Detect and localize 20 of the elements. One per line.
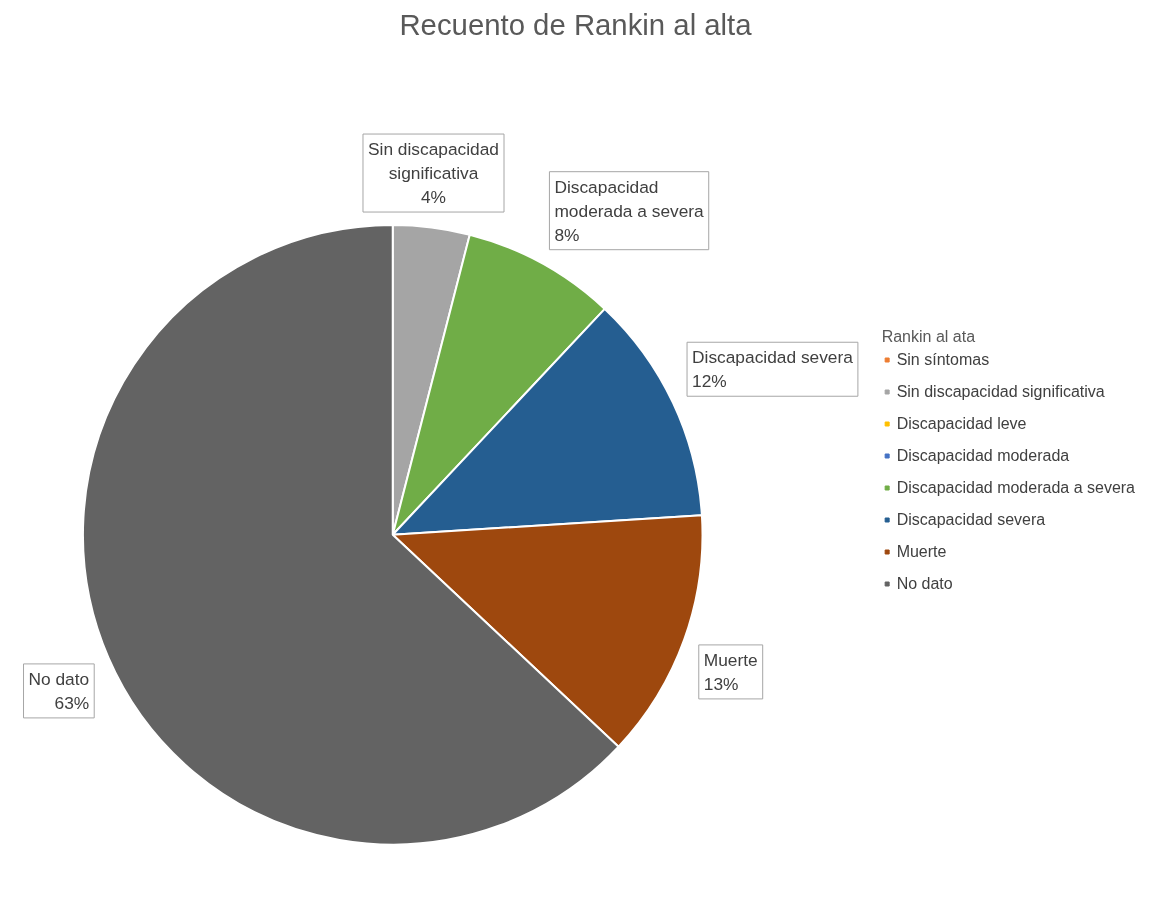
- legend-label: Discapacidad moderada a severa: [896, 478, 1135, 497]
- slice-label: Discapacidad severa: [692, 347, 854, 368]
- legend-label: Discapacidad leve: [896, 414, 1027, 433]
- slice-label: Sin discapacidad significativa: [367, 139, 500, 184]
- data-label: 12%: [692, 371, 727, 392]
- slice-label: Muerte: [703, 649, 758, 670]
- chart-title: Recuento de Rankin al alta: [399, 7, 753, 41]
- data-label: 63%: [54, 692, 90, 713]
- slice-label: No dato: [28, 668, 90, 689]
- slice-label: Discapacidad moderada a severa: [554, 176, 705, 221]
- legend-label: Discapacidad severa: [896, 510, 1046, 529]
- legend-label: Sin discapacidad significativa: [896, 382, 1105, 401]
- data-label: 4%: [420, 187, 447, 208]
- legend-label: No dato: [896, 574, 953, 593]
- data-label: 13%: [703, 673, 739, 694]
- legend-label: Muerte: [896, 542, 947, 561]
- legend-label: Sin síntomas: [896, 350, 990, 369]
- legend-label: Discapacidad moderada: [896, 446, 1070, 465]
- legend-title: Rankin al ata: [881, 327, 977, 346]
- data-label: 8%: [554, 224, 580, 245]
